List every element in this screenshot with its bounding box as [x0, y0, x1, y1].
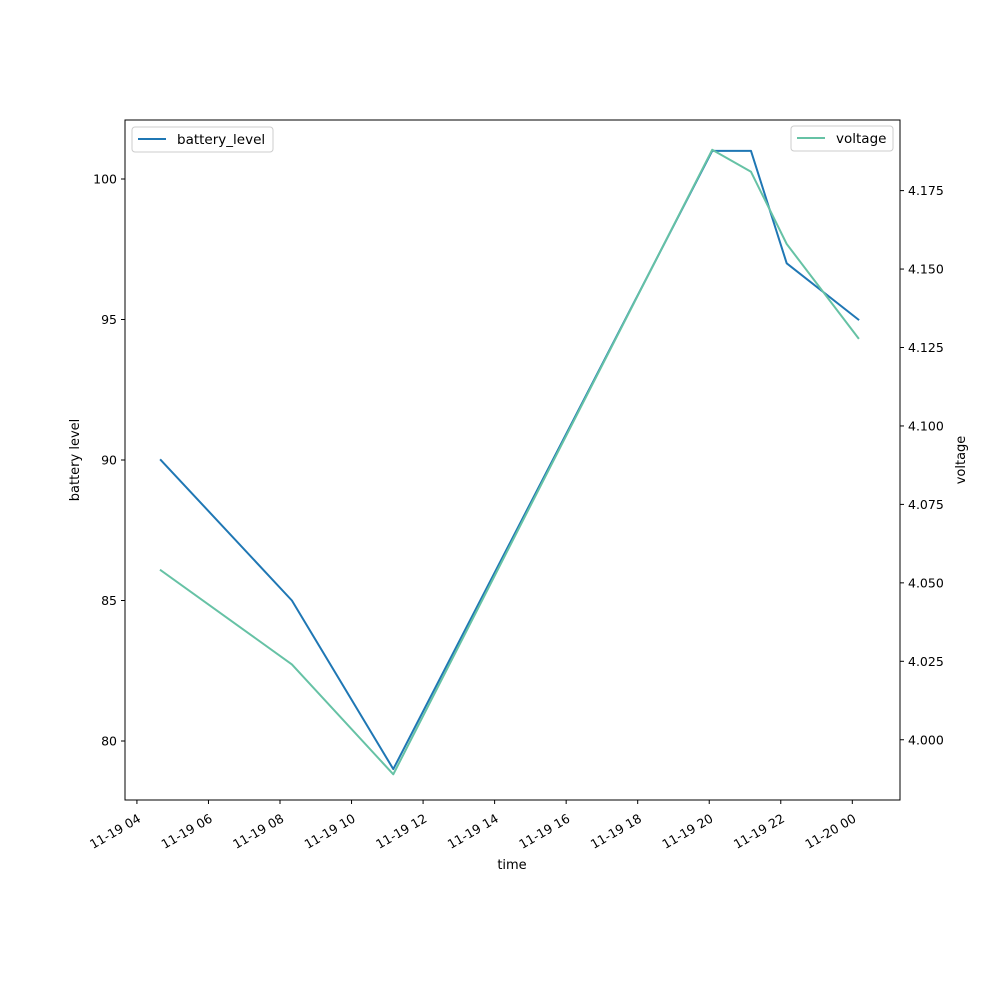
right-y-tick-label: 4.125: [908, 340, 944, 355]
legend-label: voltage: [836, 131, 886, 147]
left-y-tick-label: 85: [101, 593, 117, 608]
right-y-tick-label: 4.150: [908, 262, 944, 277]
left-y-tick-label: 100: [93, 172, 117, 187]
right-y-tick-label: 4.075: [908, 497, 944, 512]
right-y-tick-label: 4.000: [908, 732, 944, 747]
right-y-axis-title: voltage: [954, 436, 969, 485]
left-y-axis-title: battery level: [68, 419, 83, 502]
x-axis-title: time: [497, 858, 526, 873]
legend-box: [131, 126, 274, 153]
left-y-tick-label: 95: [101, 312, 117, 327]
legend-box: [790, 125, 894, 152]
legend-voltage: voltage: [790, 125, 894, 152]
right-y-tick-label: 4.100: [908, 418, 944, 433]
left-y-tick-label: 80: [101, 733, 117, 748]
legend-battery-level: battery_level: [131, 126, 274, 153]
right-y-tick-label: 4.050: [908, 575, 944, 590]
series-line-voltage: [159, 148, 860, 776]
legend-label: battery_level: [177, 132, 265, 148]
plot-layer: [159, 148, 860, 776]
right-y-tick-label: 4.025: [908, 654, 944, 669]
left-y-tick-label: 90: [101, 453, 117, 468]
right-y-tick-label: 4.175: [908, 183, 944, 198]
